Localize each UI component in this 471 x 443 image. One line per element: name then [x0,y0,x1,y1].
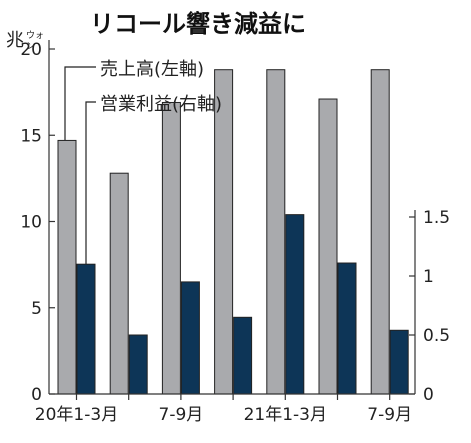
legend-revenue: 売上高(左軸) [100,59,204,80]
left-tick-label-0: 0 [31,385,42,405]
x-tick-label-0: 20年1-3月 [35,405,118,425]
chart-title: リコール響き減益に [90,10,306,38]
bar-revenue-3 [214,69,234,395]
x-tick-label-2: 7-9月 [159,405,204,425]
bar-revenue-6 [370,69,390,395]
unit-n: ン [26,42,35,52]
bar-profit-3 [233,316,253,395]
right-tick-label-1: 0.5 [423,326,450,346]
bar-profit-4 [285,214,305,395]
left-tick-label-1: 5 [31,299,42,319]
bar-profit-1 [128,334,148,395]
bar-profit-0 [76,263,96,395]
legend-leader-profit [85,101,96,265]
left-tick-label-2: 10 [20,213,42,233]
left-tick-label-4: 20 [20,40,42,60]
legend: 売上高(左軸) 営業利益(右軸) [64,59,222,265]
bar-revenue-5 [318,98,338,395]
bar-revenue-4 [266,69,286,395]
x-tick-label-4: 21年1-3月 [244,405,327,425]
bar-profit-2 [180,281,200,395]
left-tick-label-3: 15 [20,126,42,146]
right-tick-label-3: 1.5 [423,208,450,228]
bar-revenue-0 [57,139,77,395]
bar-profit-6 [389,329,409,395]
legend-profit: 営業利益(右軸) [100,94,222,115]
bars-group [57,69,409,395]
bar-profit-5 [337,262,357,395]
right-tick-label-2: 1 [423,267,434,287]
bar-revenue-2 [161,101,181,395]
x-tick-label-6: 7-9月 [367,405,412,425]
bar-revenue-1 [109,172,129,395]
left-axis-unit: 兆 ウォ ン [6,30,44,52]
unit-wo: ウォ [26,30,44,41]
unit-cho: 兆 [6,30,24,51]
axes-group: 0 5 10 15 20 0 0.5 1 1.5 20年1-3月 7-9月 21年1-3月 7-9月 [20,40,450,425]
right-tick-label-0: 0 [423,385,434,405]
legend-leader-revenue [64,66,96,141]
